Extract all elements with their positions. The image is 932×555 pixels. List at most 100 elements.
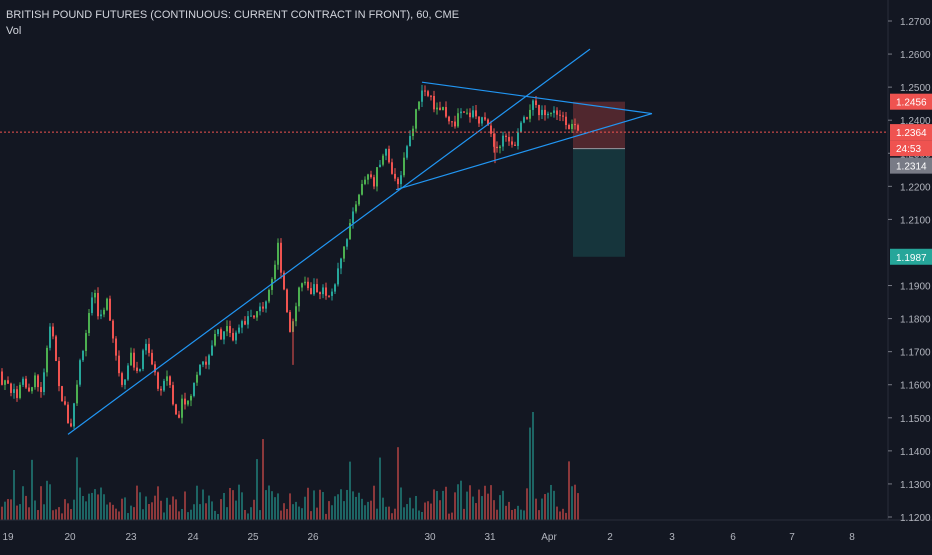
candle-body bbox=[481, 117, 483, 124]
volume-bar bbox=[385, 506, 387, 520]
candle-body bbox=[28, 387, 30, 392]
volume-bar bbox=[58, 507, 60, 520]
candle-body bbox=[235, 332, 237, 341]
candle-body bbox=[577, 125, 579, 131]
candle-body bbox=[193, 382, 195, 396]
candle-body bbox=[418, 101, 420, 110]
volume-bar bbox=[364, 505, 366, 520]
volume-bar bbox=[247, 513, 249, 520]
candle-body bbox=[400, 175, 402, 185]
candle-body bbox=[25, 378, 27, 388]
candle-body bbox=[202, 361, 204, 365]
candle-body bbox=[508, 137, 510, 142]
time-tick-label: 31 bbox=[484, 532, 496, 543]
candle-body bbox=[82, 350, 84, 361]
entry-price-label: 1.2314 bbox=[896, 162, 927, 173]
candle-body bbox=[274, 264, 276, 280]
volume-bar bbox=[112, 504, 114, 520]
volume-bar bbox=[556, 506, 558, 520]
volume-bar bbox=[529, 427, 531, 520]
volume-bar bbox=[268, 485, 270, 520]
volume-bar bbox=[181, 508, 183, 520]
volume-bar bbox=[28, 507, 30, 520]
volume-bar bbox=[517, 505, 519, 520]
volume-bar bbox=[259, 510, 261, 520]
candle-body bbox=[367, 174, 369, 180]
price-tick-label: 1.1600 bbox=[900, 381, 931, 392]
candle-body bbox=[76, 384, 78, 404]
volume-bar bbox=[505, 505, 507, 520]
volume-bar bbox=[337, 494, 339, 520]
volume-bar bbox=[520, 509, 522, 520]
volume-bar bbox=[274, 497, 276, 520]
volume-bar bbox=[544, 494, 546, 520]
candle-body bbox=[529, 109, 531, 119]
candle-body bbox=[544, 109, 546, 116]
volume-bar bbox=[43, 504, 45, 520]
trendline-triangle-lower bbox=[395, 113, 653, 191]
volume-bar bbox=[295, 501, 297, 520]
candle-body bbox=[229, 326, 231, 333]
volume-bar bbox=[16, 505, 18, 520]
candle-body bbox=[487, 119, 489, 126]
volume-bar bbox=[37, 510, 39, 520]
volume-bar bbox=[391, 513, 393, 520]
candle-body bbox=[562, 115, 564, 117]
candle-body bbox=[397, 178, 399, 185]
candle-body bbox=[244, 321, 246, 325]
candle-body bbox=[505, 135, 507, 138]
volume-label[interactable]: Vol bbox=[6, 25, 22, 37]
candle-body bbox=[574, 124, 576, 126]
candle-body bbox=[130, 352, 132, 366]
candle-body bbox=[523, 117, 525, 123]
time-axis[interactable]: 19 20 23 24 25 26 30 31 Apr 2 3 6 7 8 bbox=[2, 532, 855, 543]
volume-bar bbox=[574, 484, 576, 520]
volume-bar bbox=[154, 495, 156, 520]
volume-bar bbox=[325, 513, 327, 520]
volume-bar bbox=[217, 513, 219, 520]
volume-bar bbox=[82, 495, 84, 520]
price-tick-label: 1.1700 bbox=[900, 348, 931, 359]
volume-bar bbox=[76, 457, 78, 520]
candle-body bbox=[304, 281, 306, 284]
volume-bar bbox=[313, 490, 315, 520]
candle-body bbox=[223, 331, 225, 340]
volume-bar bbox=[34, 500, 36, 520]
volume-bar bbox=[352, 491, 354, 520]
volume-bar bbox=[49, 484, 51, 520]
candle-body bbox=[211, 345, 213, 356]
candle-body bbox=[478, 116, 480, 124]
volume-bar bbox=[508, 501, 510, 520]
candle-body bbox=[427, 91, 429, 96]
trendlines[interactable] bbox=[67, 48, 653, 435]
volume-bar bbox=[460, 480, 462, 520]
volume-bar bbox=[40, 486, 42, 520]
volume-bar bbox=[31, 459, 33, 520]
candle-body bbox=[442, 107, 444, 111]
candle-body bbox=[259, 306, 261, 312]
candle-body bbox=[88, 312, 90, 334]
volume-bar bbox=[553, 490, 555, 520]
volume-bars bbox=[1, 412, 579, 520]
price-axis[interactable]: 1.27001.26001.25001.24001.23001.22001.21… bbox=[0, 0, 932, 524]
candle-body bbox=[457, 113, 459, 127]
volume-bar bbox=[343, 501, 345, 520]
candle-body bbox=[436, 107, 438, 110]
candle-body bbox=[394, 173, 396, 179]
volume-bar bbox=[244, 509, 246, 520]
volume-bar bbox=[421, 511, 423, 520]
price-tick-label: 1.2600 bbox=[900, 50, 931, 61]
candle-body bbox=[58, 360, 60, 387]
candle-body bbox=[112, 320, 114, 339]
candle-body bbox=[172, 385, 174, 405]
candle-body bbox=[340, 258, 342, 269]
volume-bar bbox=[361, 498, 363, 520]
volume-bar bbox=[532, 412, 534, 520]
volume-bar bbox=[328, 501, 330, 520]
candle-body bbox=[403, 157, 405, 176]
candle-body bbox=[460, 111, 462, 114]
candle-body bbox=[109, 298, 111, 321]
volume-bar bbox=[292, 504, 294, 520]
